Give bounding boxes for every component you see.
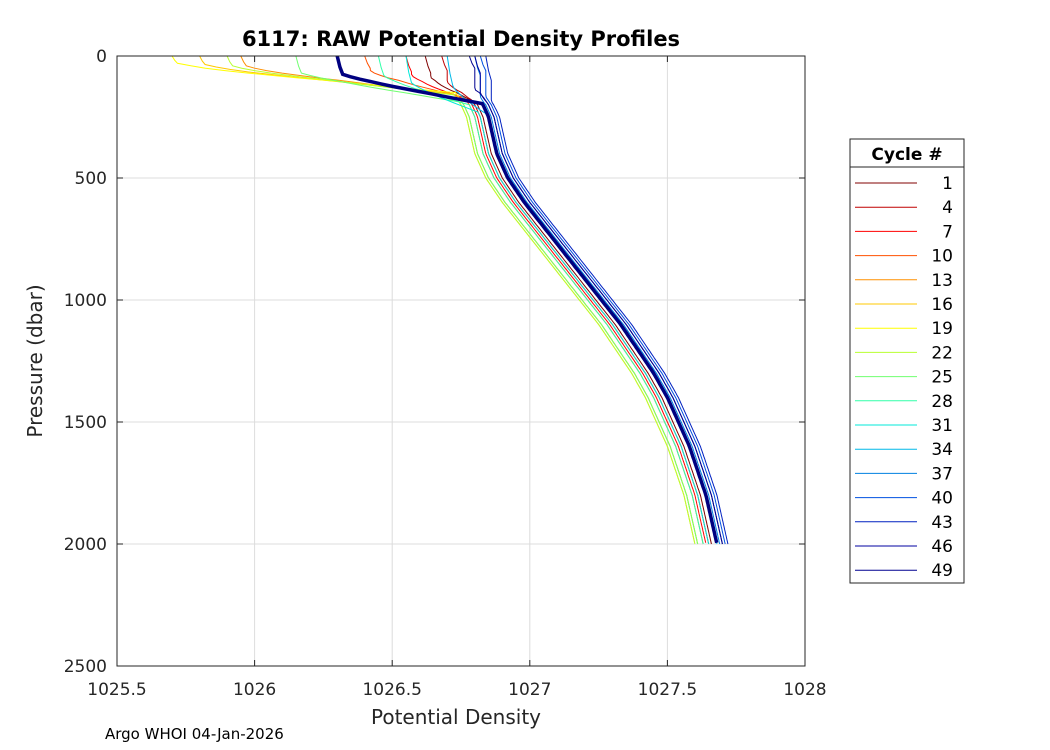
y-tick-label: 2500 [64, 657, 107, 677]
legend-box [849, 138, 965, 584]
y-tick-label: 500 [75, 169, 107, 189]
profile-cycle-49 [468, 55, 723, 545]
x-tick-label: 1025.5 [87, 680, 146, 700]
plot-background [117, 56, 805, 666]
profile-cycle-1 [424, 55, 712, 545]
x-tick-label: 1028 [783, 680, 826, 700]
y-tick-label: 0 [96, 47, 107, 67]
x-axis-ticks: 1025.5 1026 1026.5 1027 1027.5 1028 [87, 56, 827, 700]
legend-label: 49 [931, 561, 953, 581]
y-axis-ticks: 0 500 1000 1500 2000 2500 [64, 47, 805, 677]
y-tick-label: 2000 [64, 535, 107, 555]
legend-label: 25 [931, 368, 953, 388]
legend-label: 7 [942, 222, 953, 242]
plot-frame [116, 55, 806, 667]
profile-cycle-28 [377, 55, 704, 545]
legend: Cycle # 1 4 7 10 13 16 19 22 25 28 31 34 37 40 43 46 49 [849, 138, 965, 584]
y-axis-label: Pressure (dbar) [23, 284, 47, 437]
profile-cycle-37 [474, 55, 721, 545]
x-tick-label: 1026.5 [362, 680, 421, 700]
legend-label: 4 [942, 198, 953, 218]
legend-label: 10 [931, 247, 953, 267]
profile-cycle-43 [485, 55, 729, 545]
profile-curves [171, 55, 729, 545]
legend-label: 13 [931, 271, 953, 291]
legend-title: Cycle # [871, 145, 942, 165]
legend-label: 31 [931, 416, 953, 436]
legend-label: 40 [931, 489, 953, 509]
legend-label: 34 [931, 440, 953, 460]
legend-label: 43 [931, 513, 953, 533]
legend-label: 19 [931, 319, 953, 339]
legend-label: 37 [931, 464, 953, 484]
legend-label: 1 [942, 174, 953, 194]
legend-label: 46 [931, 537, 953, 557]
legend-label: 22 [931, 343, 953, 363]
y-tick-label: 1500 [64, 413, 107, 433]
x-tick-label: 1026 [233, 680, 276, 700]
footer-credit: Argo WHOI 04-Jan-2026 [105, 725, 284, 743]
legend-entries: 1 4 7 10 13 16 19 22 25 28 31 34 37 40 43 46 49 [855, 174, 953, 581]
profile-cycle-7 [405, 55, 707, 543]
y-tick-label: 1000 [64, 291, 107, 311]
x-axis-label: Potential Density [371, 705, 541, 729]
chart-title: 6117: RAW Potential Density Profiles [242, 27, 680, 51]
x-tick-label: 1027.5 [638, 680, 697, 700]
profile-cycle-40 [479, 55, 726, 545]
profile-cycle-25 [295, 55, 699, 545]
profile-cycle-22 [226, 55, 696, 545]
legend-label: 28 [931, 392, 953, 412]
profile-highlight [335, 55, 719, 544]
profile-cycle-31 [405, 55, 710, 545]
x-tick-label: 1027 [508, 680, 551, 700]
legend-label: 16 [931, 295, 953, 315]
